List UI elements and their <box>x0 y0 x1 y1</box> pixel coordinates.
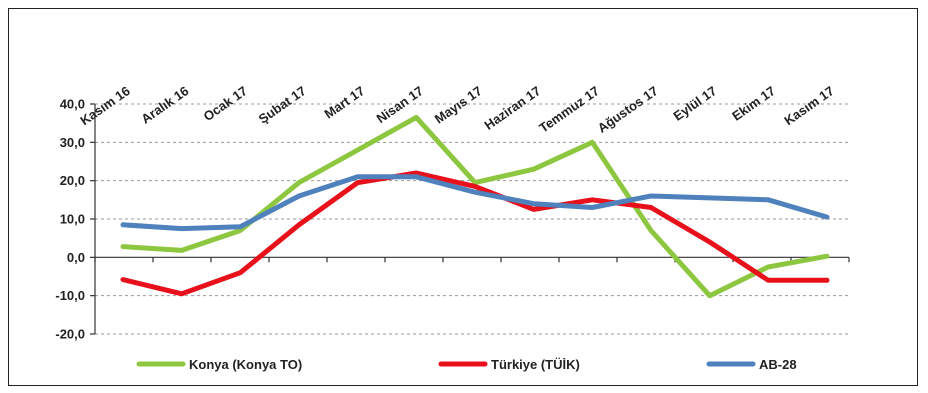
y-tick-label: -20,0 <box>55 327 85 342</box>
grid-lines <box>95 103 849 335</box>
legend-label: AB-28 <box>759 357 797 372</box>
y-tick-label: 10,0 <box>60 212 85 227</box>
x-tick-label: Ağustos 17 <box>595 83 661 135</box>
y-tick-labels: -20,0 -10,0 0,0 10,0 20,0 30,0 40,0 <box>55 97 85 342</box>
line-chart: -20,0 -10,0 0,0 10,0 20,0 30,0 40,0 Kasım 16 Ar… <box>55 83 850 372</box>
x-tick-label: Mayıs 17 <box>432 83 485 126</box>
legend: Konya (Konya TO) Türkiye (TÜİK) AB-28 <box>136 357 797 372</box>
x-tick-label: Mart 17 <box>321 83 367 121</box>
x-tick-label: Kasım 16 <box>77 83 132 128</box>
legend-label: Konya (Konya TO) <box>189 357 302 372</box>
y-tick-label: 40,0 <box>60 97 85 112</box>
x-tick-label: Haziran 17 <box>482 83 544 133</box>
x-tick-label: Ocak 17 <box>201 83 250 124</box>
series-lines <box>120 114 830 299</box>
y-tick-label: -10,0 <box>55 288 85 303</box>
x-tick-label: Aralık 16 <box>138 83 191 126</box>
x-tick-labels: Kasım 16 Aralık 16 Ocak 17 Şubat 17 Mart 17 N… <box>77 83 836 135</box>
series-line-0 <box>120 114 830 299</box>
y-tick-label: 30,0 <box>60 135 85 150</box>
legend-label: Türkiye (TÜİK) <box>491 357 580 372</box>
y-tick-label: 20,0 <box>60 173 85 188</box>
x-tick-label: Şubat 17 <box>256 83 309 126</box>
chart-frame: -20,0 -10,0 0,0 10,0 20,0 30,0 40,0 Kasım 16 Ar… <box>8 8 918 386</box>
x-tick-label: Temmuz 17 <box>536 83 602 135</box>
y-tick-label: 0,0 <box>67 250 85 265</box>
x-tick-label: Kasım 17 <box>781 83 836 128</box>
x-tick-label: Ekim 17 <box>729 83 778 123</box>
axes <box>90 103 850 335</box>
x-tick-label: Eylül 17 <box>671 83 720 123</box>
